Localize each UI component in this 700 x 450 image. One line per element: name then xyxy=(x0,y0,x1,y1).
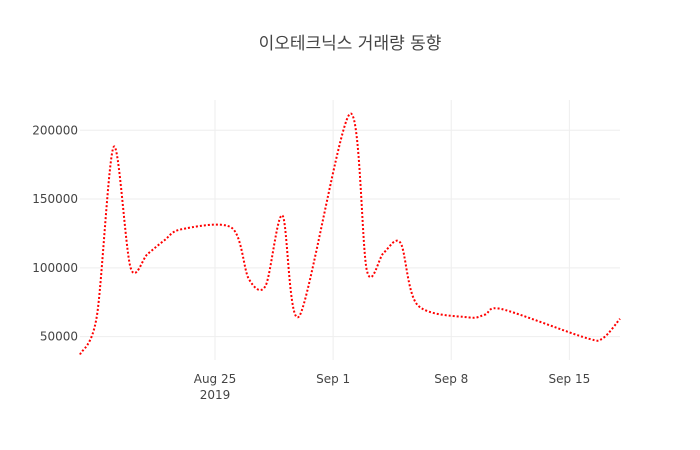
data-point[interactable] xyxy=(178,226,184,232)
data-point[interactable] xyxy=(161,237,167,243)
data-point[interactable] xyxy=(364,268,370,274)
data-point[interactable] xyxy=(617,316,623,322)
data-point[interactable] xyxy=(145,251,151,257)
data-point[interactable] xyxy=(77,351,83,357)
x-tick-label: Sep 1 xyxy=(316,372,350,386)
y-tick-label: 50000 xyxy=(40,330,78,344)
x-tick-label: Aug 25 xyxy=(194,372,237,386)
y-tick-label: 200000 xyxy=(32,123,78,137)
data-point[interactable] xyxy=(347,111,353,117)
y-tick-label: 150000 xyxy=(32,192,78,206)
data-point[interactable] xyxy=(600,335,606,341)
data-point[interactable] xyxy=(246,276,252,282)
x-tick-label: Sep 15 xyxy=(549,372,591,386)
volume-series-line xyxy=(79,112,621,356)
data-point[interactable] xyxy=(111,144,117,150)
data-point[interactable] xyxy=(381,250,387,256)
y-axis-ticks: 50000 100000 150000 200000 xyxy=(32,123,78,343)
data-point[interactable] xyxy=(94,313,100,319)
data-point[interactable] xyxy=(499,306,505,312)
data-point[interactable] xyxy=(128,265,134,271)
data-point[interactable] xyxy=(415,302,421,308)
y-tick-label: 100000 xyxy=(32,261,78,275)
data-point[interactable] xyxy=(583,335,589,341)
x-tick-year-label: 2019 xyxy=(200,388,231,402)
series-layer xyxy=(77,111,623,357)
data-point[interactable] xyxy=(280,213,286,219)
y-gridlines xyxy=(80,129,620,338)
data-point[interactable] xyxy=(398,240,404,246)
x-axis-ticks: Aug 25 2019 Sep 1 Sep 8 Sep 15 xyxy=(194,372,590,402)
x-tick-label: Sep 8 xyxy=(434,372,468,386)
chart-title: 이오테크닉스 거래량 동향 xyxy=(259,34,442,54)
data-point[interactable] xyxy=(229,225,235,231)
data-point[interactable] xyxy=(296,313,302,319)
data-point[interactable] xyxy=(465,314,471,320)
data-point[interactable] xyxy=(482,312,488,318)
data-point[interactable] xyxy=(263,283,269,289)
